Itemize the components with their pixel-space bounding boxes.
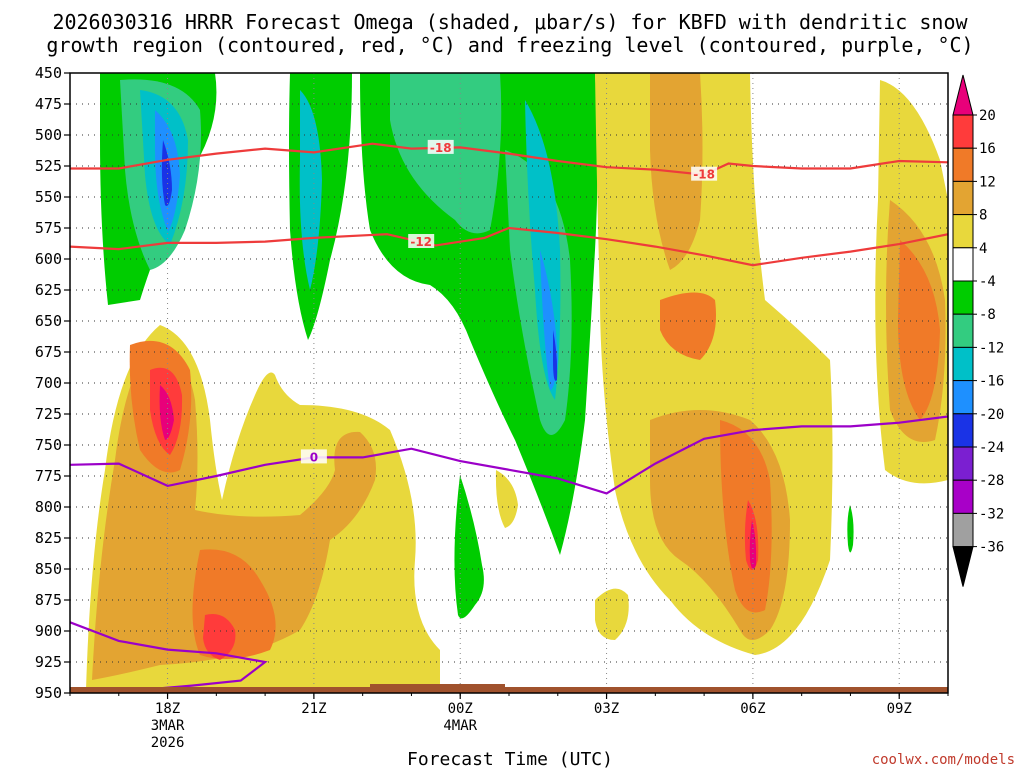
contour-label-bg [427,139,454,154]
colorbar-label: -4 [979,274,996,290]
terrain-surface [70,687,948,693]
x-tick-sublabel: 3MAR [151,718,185,734]
colorbar-label: 8 [979,208,987,224]
y-tick-label: 525 [35,157,62,175]
y-tick-label: 650 [35,312,62,330]
y-tick-label: 675 [35,343,62,361]
x-axis-label: Forecast Time (UTC) [407,749,613,768]
omega-descent-region-4 [495,470,518,528]
x-tick-sublabel: 4MAR [443,718,477,734]
colorbar-label: -16 [979,374,1004,390]
omega-descent-region-16 [203,614,236,660]
x-tick-label: 18Z [155,701,180,717]
contours: -18 -18 -12 0 [70,139,948,691]
contour-frz_0_low [70,621,268,691]
y-tick-label: 825 [35,529,62,547]
omega-ascent-region-14 [161,140,172,206]
y-tick-label: 550 [35,188,62,206]
contour-dgz_-18 [70,142,948,176]
credit-link[interactable]: coolwx.com/models [872,752,1015,768]
y-tick-label: 900 [35,622,62,640]
y-tick-label: 750 [35,436,62,454]
omega-descent-region-5 [595,588,629,640]
y-tick-label: 450 [35,64,62,82]
colorbar-swatch [952,313,974,348]
contour-label-bg [691,166,718,181]
omega-ascent-region-10 [299,90,322,290]
colorbar-swatch [952,346,974,382]
y-tick-label: 925 [35,653,62,671]
colorbar-label: 12 [979,174,996,190]
omega-ascent-region-5 [847,505,854,553]
colorbar-swatch [952,147,974,182]
colorbar-swatch [952,180,974,216]
x-tick-sublabel-2: 2026 [151,735,185,751]
colorbar-label: -36 [979,540,1004,556]
y-tick-label: 725 [35,405,62,423]
colorbar-swatch [952,512,974,548]
colorbar-swatch [952,380,974,415]
colorbar-bottom-arrow [952,546,974,587]
colorbar-label: -24 [979,440,1004,456]
y-axis: 450 475 500 525 550 575 600 625 650 675 700 725 750 7… [35,64,70,702]
contour-frz_0 [70,415,948,495]
colorbar-swatch [952,280,974,315]
colorbar-label: -28 [979,473,1004,489]
x-tick-label: 09Z [887,701,912,717]
contour-label: 0 [310,450,318,464]
omega-descent-region-14 [898,240,940,420]
contour-label: -18 [693,168,715,182]
colorbar-label: -8 [979,307,996,323]
contour-dgz_-12 [70,226,948,267]
colorbar-label: -20 [979,407,1004,423]
y-tick-label: 700 [35,374,62,392]
x-tick-label: 21Z [301,701,326,717]
chart-title-line2: growth region (contoured, red, °C) and f… [46,33,973,57]
colorbar-label: 16 [979,141,996,157]
colorbar-label: -12 [979,340,1004,356]
y-tick-label: 600 [35,250,62,268]
y-tick-label: 775 [35,467,62,485]
omega-descent-region-18 [159,385,174,440]
omega-descent-region-13 [660,292,716,360]
contour-label-bg [408,234,435,249]
contour-label-bg [300,449,327,464]
x-tick-label: 00Z [448,701,473,717]
colorbar-swatch [952,214,974,249]
omega-ascent-region-4 [454,475,484,619]
colorbar: 20 16 12 8 4 -4 -8 -12 -16 -20 -24 -28 -32 -36 [952,74,1004,587]
colorbar-label: 4 [979,241,987,257]
omega-ascent-region-15 [553,330,558,381]
y-tick-label: 875 [35,591,62,609]
y-tick-label: 500 [35,126,62,144]
colorbar-label: 20 [979,108,996,124]
omega-shading [86,73,948,693]
colorbar-swatch [952,446,974,481]
x-tick-label: 06Z [740,701,765,717]
omega-descent-region-19 [749,520,757,569]
colorbar-label: -32 [979,506,1004,522]
colorbar-swatch [952,479,974,514]
colorbar-swatch [952,114,974,149]
y-tick-label: 625 [35,281,62,299]
chart-title-line1: 2026030316 HRRR Forecast Omega (shaded, … [52,10,968,34]
colorbar-top-arrow [952,74,974,116]
contour-label: -18 [430,141,452,155]
y-tick-label: 575 [35,219,62,237]
x-tick-label: 03Z [594,701,619,717]
y-tick-label: 850 [35,560,62,578]
y-tick-label: 950 [35,684,62,702]
terrain-bump [370,684,505,688]
contour-label: -12 [410,235,432,249]
y-tick-label: 800 [35,498,62,516]
colorbar-swatch [952,247,974,282]
colorbar-swatch [952,413,974,448]
y-tick-label: 475 [35,95,62,113]
omega-descent-region-12 [720,420,772,613]
